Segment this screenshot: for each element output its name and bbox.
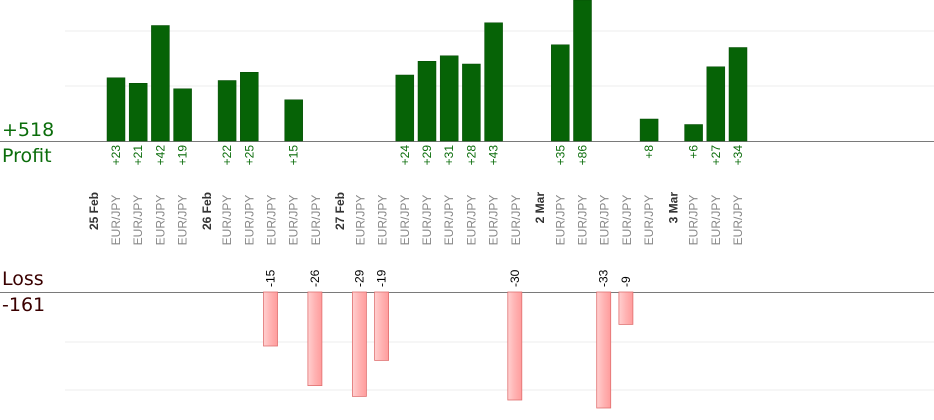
profit-value-label: +22 xyxy=(220,145,234,166)
pair-label: EUR/JPY xyxy=(220,195,234,246)
chart-grid xyxy=(0,30,934,391)
pair-label: EUR/JPY xyxy=(464,195,478,246)
pair-label: EUR/JPY xyxy=(109,195,123,246)
profit-value-label: +29 xyxy=(420,145,434,166)
profit-value-label: +42 xyxy=(153,145,167,166)
profit-label: Profit xyxy=(2,145,52,167)
loss-bar xyxy=(507,291,523,401)
profit-value-label: +21 xyxy=(131,145,145,166)
pair-label: EUR/JPY xyxy=(687,195,701,246)
date-label: 3 Mar xyxy=(666,192,680,224)
loss-bar xyxy=(307,291,323,386)
loss-value-label: -19 xyxy=(375,269,389,287)
pair-label: EUR/JPY xyxy=(398,195,412,246)
profit-bar xyxy=(217,80,237,142)
profit-value-label: +6 xyxy=(687,145,701,159)
loss-value-label: -30 xyxy=(508,269,522,287)
pair-label: EUR/JPY xyxy=(509,195,523,246)
pair-label: EUR/JPY xyxy=(265,195,279,246)
pair-label: EUR/JPY xyxy=(176,195,190,246)
profit-total: +518 xyxy=(2,119,55,141)
profit-value-label: +31 xyxy=(442,145,456,166)
loss-value-label: -33 xyxy=(597,269,611,287)
pair-label: EUR/JPY xyxy=(442,195,456,246)
profit-value-label: +24 xyxy=(398,145,412,166)
date-label: 2 Mar xyxy=(533,192,547,224)
pair-label: EUR/JPY xyxy=(376,195,390,246)
pair-label: EUR/JPY xyxy=(487,195,501,246)
profit-value-label: +23 xyxy=(109,145,123,166)
profit-bar xyxy=(395,74,415,142)
pair-label: EUR/JPY xyxy=(153,195,167,246)
date-label: 25 Feb xyxy=(87,192,101,230)
profit-value-label: +34 xyxy=(731,145,745,166)
loss-bar xyxy=(351,291,367,397)
profit-value-label: +35 xyxy=(553,145,567,166)
pair-label: EUR/JPY xyxy=(709,195,723,246)
profit-value-label: +8 xyxy=(642,145,656,159)
profit-value-label: +15 xyxy=(287,145,301,166)
profit-bar xyxy=(173,88,192,142)
profit-bar xyxy=(128,83,148,142)
profit-value-label: +28 xyxy=(464,145,478,166)
pair-label: EUR/JPY xyxy=(353,195,367,246)
loss-total: -161 xyxy=(2,294,46,316)
pair-label: EUR/JPY xyxy=(598,195,612,246)
loss-bars xyxy=(263,291,634,409)
loss-bar xyxy=(596,291,612,409)
profit-bar xyxy=(484,22,503,142)
loss-value-label: -9 xyxy=(619,276,633,287)
loss-bar xyxy=(374,291,390,361)
profit-value-label: +25 xyxy=(242,145,256,166)
profit-bar xyxy=(417,61,437,142)
profit-bar xyxy=(706,66,726,142)
profit-bars xyxy=(106,0,748,142)
date-label: 26 Feb xyxy=(200,192,214,230)
profit-bar xyxy=(106,77,126,142)
loss-label: Loss xyxy=(2,268,44,290)
profit-bar xyxy=(439,55,459,142)
profit-bar xyxy=(728,47,748,142)
profit-bar xyxy=(551,44,570,142)
profit-bar xyxy=(462,63,481,142)
pair-label: EUR/JPY xyxy=(731,195,745,246)
pair-label: EUR/JPY xyxy=(131,195,145,246)
loss-value-label: -29 xyxy=(352,269,366,287)
profit-bar xyxy=(639,118,659,142)
trade-labels: 25 Feb EUR/JPY +23 EUR/JPY +21 EUR/JPY +42 EUR/… xyxy=(87,145,745,287)
loss-bar xyxy=(263,291,278,347)
profit-bar xyxy=(573,0,592,142)
profit-value-label: +86 xyxy=(576,145,590,166)
pair-label: EUR/JPY xyxy=(309,195,323,246)
profit-bar xyxy=(684,124,703,142)
pair-label: EUR/JPY xyxy=(620,195,634,246)
pair-label: EUR/JPY xyxy=(242,195,256,246)
pair-label: EUR/JPY xyxy=(576,195,590,246)
profit-bar xyxy=(151,25,170,142)
profit-bar xyxy=(284,99,303,142)
pair-label: EUR/JPY xyxy=(287,195,301,246)
pair-label: EUR/JPY xyxy=(553,195,567,246)
pair-label: EUR/JPY xyxy=(642,195,656,246)
pair-label: EUR/JPY xyxy=(420,195,434,246)
profit-bar xyxy=(240,72,259,142)
date-label: 27 Feb xyxy=(333,192,347,230)
loss-value-label: -15 xyxy=(264,269,278,287)
loss-bar xyxy=(618,291,634,325)
profit-value-label: +43 xyxy=(487,145,501,166)
loss-value-label: -26 xyxy=(308,269,322,287)
profit-value-label: +19 xyxy=(176,145,190,166)
profit-value-label: +27 xyxy=(709,145,723,166)
